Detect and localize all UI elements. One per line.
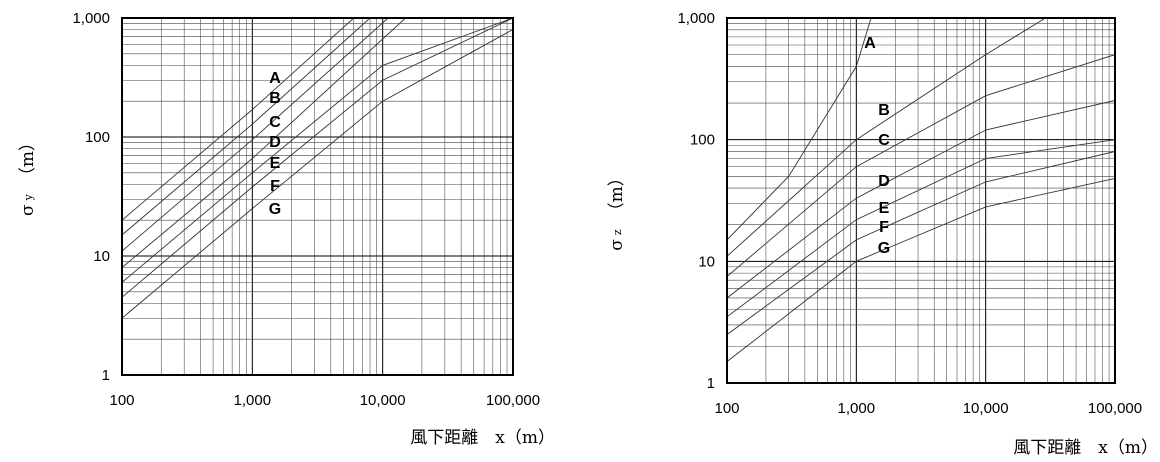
series-line-D [727,100,1115,299]
plot-frame [121,17,514,376]
series-line-C [122,18,389,252]
y-tick-label: 1 [707,375,715,392]
series-label-G: G [878,240,890,257]
y-tick-label: 10 [93,248,110,265]
series-label-F: F [879,219,889,236]
y-tick-label: 1,000 [677,10,715,27]
gridlines [122,18,513,375]
series-line-F [727,151,1115,335]
y-tick-label: 1 [102,367,110,384]
x-tick-label: 10,000 [963,400,1009,417]
series-label-E: E [270,155,281,172]
x-tick-label: 100,000 [486,392,540,409]
y-axis-unit: （m） [607,169,627,219]
y-tick-label: 100 [690,132,715,149]
svg-text:σz（m）: σz （m） [607,169,627,251]
y-tick-label: 1,000 [72,10,110,27]
series-line-G [727,177,1115,362]
x-axis-label: 風下距離 x（m） [1013,438,1158,458]
y-axis-symbol: σ [18,204,38,216]
series-line-G [122,29,513,319]
series-label-D: D [269,134,281,151]
x-tick-label: 1,000 [234,392,272,409]
series-line-D [122,18,406,268]
series-line-B [122,18,371,236]
series-line-E [122,18,513,283]
series-line-C [727,54,1115,277]
series-label-C: C [878,132,890,149]
series-label-C: C [269,114,281,131]
x-axis-label: 風下距離 x（m） [410,428,555,448]
y-axis-symbol: σ [607,239,627,251]
x-tick-label: 1,000 [838,400,876,417]
svg-text:σy（m）: σy （m） [18,134,38,216]
x-tick-label: 100,000 [1088,400,1142,417]
series-label-D: D [878,173,890,190]
plot-frame [726,17,1116,384]
series-label-G: G [269,201,281,218]
series-label-A: A [269,70,281,87]
y-axis-label: σy （m） [18,134,38,216]
series-label-A: A [864,35,876,52]
y-tick-label: 10 [698,253,715,270]
series-label-B: B [269,90,281,107]
series-lines [727,18,1115,362]
series-line-A [727,18,872,241]
y-axis-subscript: y [22,193,35,201]
y-tick-label: 100 [85,129,110,146]
series-label-B: B [878,102,890,119]
series-lines [122,18,513,319]
series-line-A [122,18,355,221]
series-label-E: E [879,200,890,217]
series-line-F [122,18,513,298]
y-axis-subscript: z [611,229,624,235]
y-axis-unit: （m） [18,134,38,184]
series-line-B [727,18,1046,257]
x-tick-label: 100 [714,400,739,417]
series-label-F: F [270,178,280,195]
series-line-E [727,139,1115,318]
gridlines [727,18,1115,383]
x-tick-label: 100 [109,392,134,409]
y-axis-label: σz （m） [607,169,627,251]
x-tick-label: 10,000 [360,392,406,409]
